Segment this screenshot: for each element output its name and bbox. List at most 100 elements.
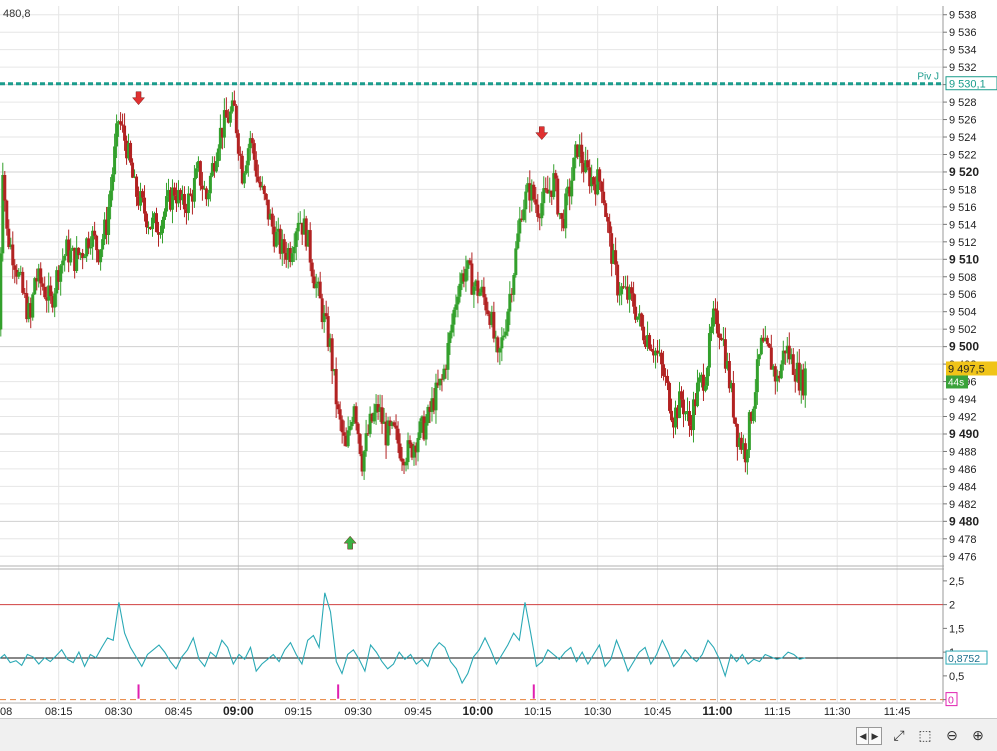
price-tick-label: 9 484 [949,481,977,493]
candle-body [311,263,314,277]
candle-body [113,146,116,174]
pivot-label: Piv J [917,72,939,83]
candle-body [598,169,601,181]
time-tick-label: 08:30 [105,706,133,718]
osc-tick-label: 2,5 [949,576,964,588]
last-price-label: 9 497,5 [948,363,985,375]
candle-body [63,256,66,261]
candle-body [359,434,362,454]
price-tick-label: 9 528 [949,97,977,109]
osc-tick-label: 1,5 [949,623,964,635]
candle-body [341,420,344,433]
osc-tick-label: 0,5 [949,671,964,683]
candle-body [61,261,64,266]
candle-body [401,458,404,461]
chart-background [0,0,997,718]
price-tick-label: 9 518 [949,184,977,196]
candle-body [283,239,286,253]
candle-body [712,309,715,327]
candle-body [21,272,24,293]
candle-body [492,312,495,339]
candle-body [89,247,92,249]
candle-body [560,213,563,219]
candle-body [502,336,505,338]
candle-body [5,201,8,229]
candle-body [456,297,459,305]
candle-body [355,406,358,423]
candle-body [680,391,683,399]
candle-body [183,194,186,209]
candle-body [417,438,420,452]
candle-body [650,349,653,351]
candle-body [514,248,517,275]
candle-body [608,222,611,234]
osc-tick-label: 2 [949,600,955,612]
candle-body [293,247,296,253]
candle-body [395,426,398,429]
zoom-in-icon[interactable]: ⊕ [968,727,988,743]
candle-body [235,106,238,133]
candle-body [630,287,633,293]
candle-body [564,194,567,229]
candle-body [534,199,537,204]
candle-body [357,424,360,434]
candle-body [616,265,619,296]
candle-body [756,359,759,392]
candle-body [482,287,485,298]
candle-body [468,260,471,263]
price-tick-label: 9 482 [949,499,977,511]
candle-body [704,386,707,391]
candle-body [556,179,559,215]
bar-timer-label: 44s [948,377,964,388]
candle-body [363,451,366,471]
time-tick-label: 11:15 [764,706,791,718]
candle-body [393,422,396,425]
candle-body [107,207,110,235]
candle-body [69,250,72,262]
candle-body [524,192,527,210]
time-tick-label: 10:45 [644,706,672,718]
candle-body [207,193,210,199]
candle-body [11,245,14,266]
time-tick-label: 08:15 [45,706,73,718]
zoom-fit-icon[interactable]: ⤢ [888,727,910,743]
candle-body [544,188,547,189]
candle-body [642,327,645,341]
candle-body [295,231,298,247]
candle-body [688,411,691,426]
candle-body [606,217,609,222]
candle-body [746,450,749,462]
candle-body [450,325,453,333]
candle-body [405,462,408,465]
candle-body [365,433,368,451]
candle-body [696,383,699,407]
price-tick-label: 9 476 [949,551,977,563]
candle-body [233,100,236,105]
zoom-select-icon[interactable]: ⬚ [914,727,936,743]
candle-body [111,174,114,190]
zoom-out-icon[interactable]: ⊖ [942,727,962,743]
candle-body [464,269,467,282]
candle-body [766,338,769,344]
candle-body [532,185,535,200]
candle-body [518,219,521,234]
candle-body [351,422,354,426]
candle-body [397,429,400,444]
candle-body [486,310,489,314]
candle-body [271,214,274,227]
candle-body [373,413,376,422]
candle-body [343,432,346,435]
candle-body [632,293,635,306]
candle-body [640,313,643,326]
scroll-right-button[interactable]: ▶ [868,727,882,745]
candle-body [131,163,134,178]
candle-body [265,194,268,200]
candle-body [512,275,515,295]
candle-body [758,354,761,359]
candle-body [448,333,451,343]
candle-body [424,423,427,439]
candle-body [614,250,617,264]
candle-body [189,194,192,196]
